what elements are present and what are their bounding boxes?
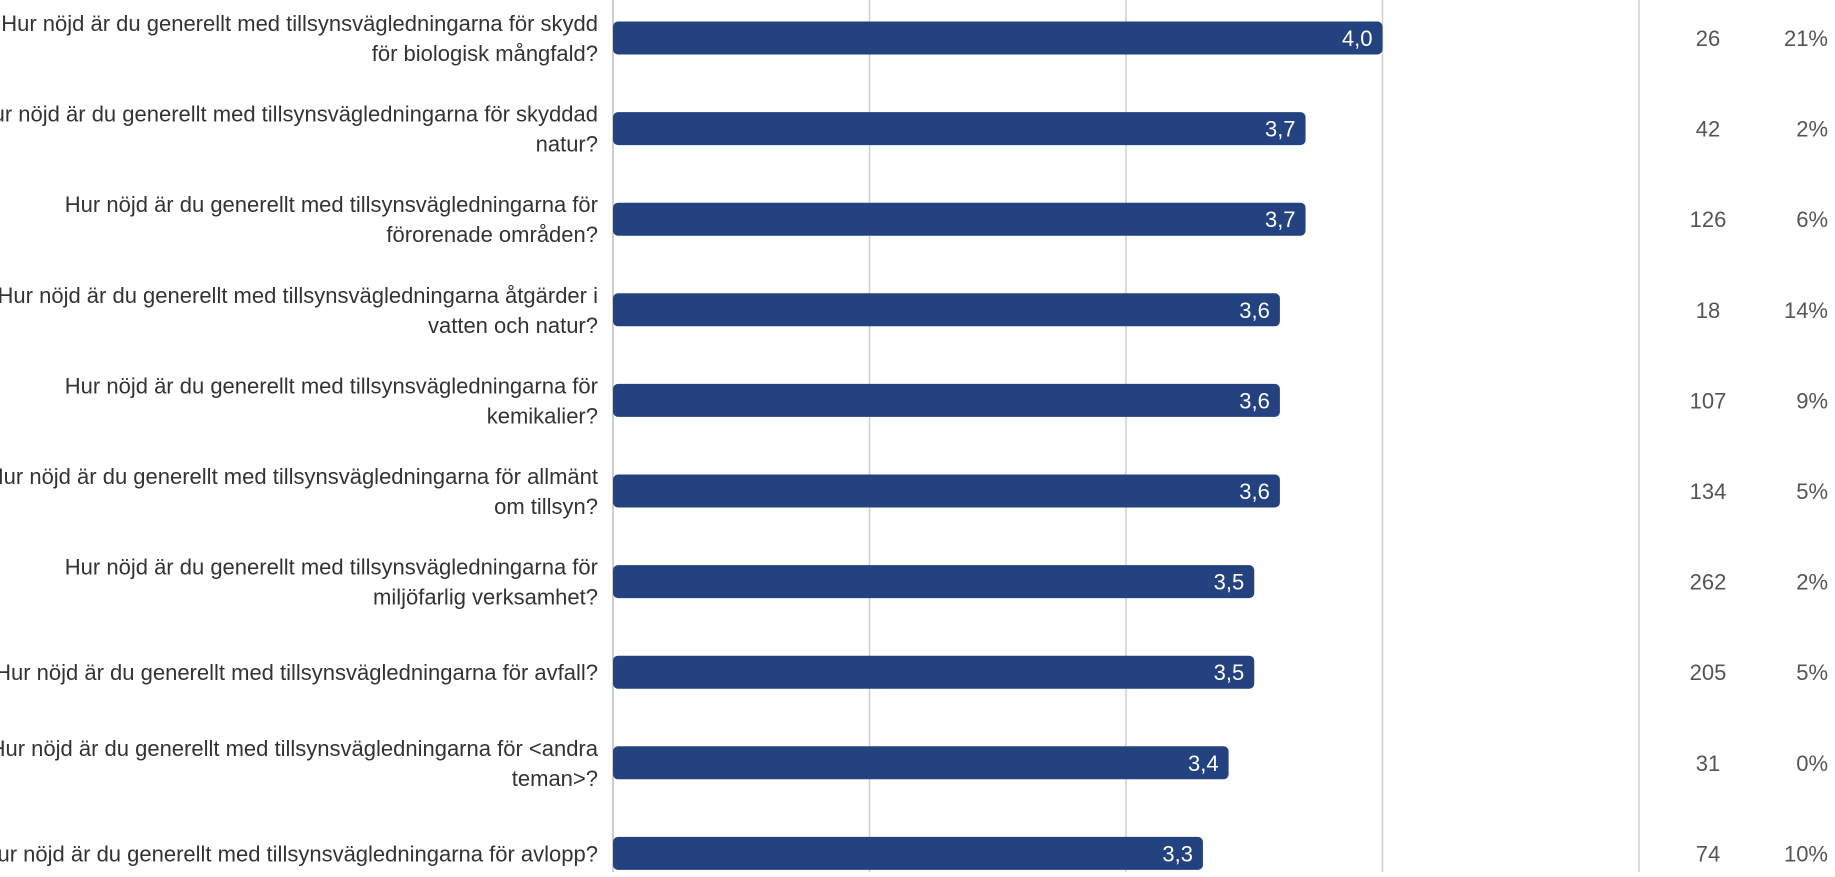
category-label-line: kemikalier? — [487, 403, 598, 428]
bar-value-label: 3,5 — [1214, 660, 1245, 685]
bar — [613, 836, 1203, 870]
bar-value-label: 4,0 — [1342, 26, 1373, 51]
bar-value-label: 3,7 — [1265, 117, 1296, 142]
category-label-line: Hur nöjd är du generellt med tillsynsväg… — [65, 192, 598, 217]
percentage-value: 14% — [1784, 298, 1828, 323]
percentage-value: 9% — [1796, 388, 1828, 413]
category-label-line: för biologisk mångfald? — [372, 41, 598, 66]
category-label-line: miljöfarlig verksamhet? — [373, 585, 598, 610]
bar-value-label: 3,3 — [1162, 841, 1193, 866]
count-value: 107 — [1690, 388, 1727, 413]
count-value: 18 — [1696, 298, 1720, 323]
category-label-line: Hur nöjd är du generellt med tillsynsväg… — [0, 102, 598, 127]
bar — [613, 293, 1280, 327]
category-label: Hur nöjd är du generellt med tillsynsväg… — [0, 660, 598, 685]
category-label-line: Hur nöjd är du generellt med tillsynsväg… — [1, 11, 598, 36]
category-label-line: Hur nöjd är du generellt med tillsynsväg… — [0, 464, 598, 489]
bar — [613, 565, 1255, 599]
category-label: Hur nöjd är du generellt med tillsynsväg… — [0, 102, 598, 157]
bar-value-label: 3,6 — [1239, 479, 1270, 504]
category-label: Hur nöjd är du generellt med tillsynsväg… — [65, 555, 598, 610]
percentage-value: 6% — [1796, 207, 1828, 232]
bar — [613, 474, 1280, 508]
category-label: Hur nöjd är du generellt med tillsynsväg… — [0, 736, 599, 791]
category-label: Hur nöjd är du generellt med tillsynsväg… — [0, 283, 598, 338]
category-label: Hur nöjd är du generellt med tillsynsväg… — [65, 373, 598, 428]
bar-value-label: 3,5 — [1214, 570, 1245, 595]
count-value: 26 — [1696, 26, 1720, 51]
category-label-line: om tillsyn? — [494, 494, 598, 519]
count-value: 205 — [1690, 660, 1727, 685]
category-label: Hur nöjd är du generellt med tillsynsväg… — [0, 464, 598, 519]
category-label: Hur nöjd är du generellt med tillsynsväg… — [65, 192, 598, 247]
percentage-value: 5% — [1796, 479, 1828, 504]
category-label-line: förorenade områden? — [386, 222, 598, 247]
bar-value-label: 3,6 — [1239, 298, 1270, 323]
bar-value-label: 3,7 — [1265, 207, 1296, 232]
counts-layer: 26 42 126 18 107 134 262 205 31 74 — [1690, 26, 1727, 866]
category-label-line: Hur nöjd är du generellt med tillsynsväg… — [0, 736, 599, 761]
bars-layer: 4,0 3,7 3,7 3,6 3,6 3,6 3,5 3,5 3,4 3,3 — [613, 21, 1383, 870]
category-label-line: teman>? — [512, 766, 598, 791]
category-label: Hur nöjd är du generellt med tillsynsväg… — [0, 841, 598, 866]
category-label: Hur nöjd är du generellt med tillsynsväg… — [1, 11, 598, 66]
percentage-value: 21% — [1784, 26, 1828, 51]
bar — [613, 383, 1280, 417]
bar — [613, 21, 1383, 55]
category-label-line: vatten och natur? — [428, 313, 598, 338]
count-value: 126 — [1690, 207, 1727, 232]
bar — [613, 655, 1255, 689]
bar — [613, 112, 1306, 146]
category-label-line: natur? — [536, 132, 598, 157]
percentage-value: 10% — [1784, 841, 1828, 866]
category-label-line: Hur nöjd är du generellt med tillsynsväg… — [65, 555, 598, 580]
bar — [613, 746, 1229, 780]
percentage-value: 2% — [1796, 570, 1828, 595]
count-value: 134 — [1690, 479, 1727, 504]
count-value: 31 — [1696, 751, 1720, 776]
percentage-value: 2% — [1796, 117, 1828, 142]
bar-value-label: 3,4 — [1188, 751, 1219, 776]
percentages-layer: 21% 2% 6% 14% 9% 5% 2% 5% 0% 10% — [1784, 26, 1828, 866]
percentage-value: 5% — [1796, 660, 1828, 685]
category-label-line: Hur nöjd är du generellt med tillsynsväg… — [0, 660, 598, 685]
count-value: 74 — [1696, 841, 1720, 866]
bar — [613, 202, 1306, 236]
count-value: 42 — [1696, 117, 1720, 142]
category-label-line: Hur nöjd är du generellt med tillsynsväg… — [0, 283, 598, 308]
count-value: 262 — [1690, 570, 1727, 595]
category-label-line: Hur nöjd är du generellt med tillsynsväg… — [65, 373, 598, 398]
category-label-line: Hur nöjd är du generellt med tillsynsväg… — [0, 841, 598, 866]
category-labels-layer: Hur nöjd är du generellt med tillsynsväg… — [0, 11, 599, 866]
percentage-value: 0% — [1796, 751, 1828, 776]
bar-value-label: 3,6 — [1239, 388, 1270, 413]
grid-layer — [612, 0, 1640, 872]
